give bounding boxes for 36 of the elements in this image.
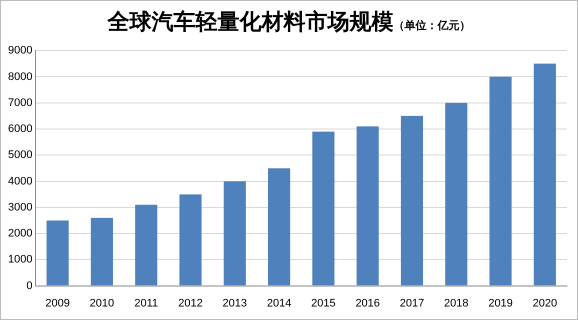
x-tick-label: 2017 [400, 297, 424, 310]
bar [400, 116, 424, 286]
x-tick-label: 2020 [532, 297, 558, 310]
bar [312, 132, 334, 286]
y-tick-label: 8000 [8, 70, 32, 83]
y-tick-label: 4000 [8, 175, 32, 188]
bar [356, 126, 379, 286]
bar [268, 168, 290, 286]
x-tick-label: 2019 [488, 297, 513, 310]
x-tick-label: 2018 [444, 297, 469, 310]
x-tick-label: 2009 [45, 297, 70, 310]
y-tick-label: 3000 [8, 201, 32, 214]
y-tick-label: 2000 [8, 228, 32, 240]
bar [489, 76, 512, 286]
x-tick-label: 2012 [178, 297, 203, 310]
x-tick-label: 2016 [355, 297, 380, 310]
bar [135, 204, 158, 286]
x-tick-label: 2015 [311, 297, 336, 310]
x-tick-label: 2013 [222, 297, 248, 310]
y-tick-label: 1000 [8, 254, 32, 266]
y-tick-label: 0 [26, 280, 32, 292]
y-tick-label: 9000 [8, 44, 32, 57]
x-tick-label: 2011 [134, 297, 158, 310]
bar [534, 64, 556, 286]
bar [90, 218, 113, 286]
chart-title: 全球汽车轻量化材料市场规模 [108, 9, 394, 35]
x-tick-label: 2014 [266, 297, 292, 310]
x-tick-label: 2010 [90, 297, 114, 310]
bar [445, 102, 468, 286]
bar [46, 220, 69, 286]
bar [224, 181, 246, 286]
y-tick-label: 7000 [8, 96, 32, 109]
y-tick-label: 5000 [8, 149, 32, 162]
chart-subtitle: （单位：亿元） [394, 20, 470, 32]
bar [179, 194, 202, 286]
y-tick-label: 6000 [8, 123, 32, 136]
